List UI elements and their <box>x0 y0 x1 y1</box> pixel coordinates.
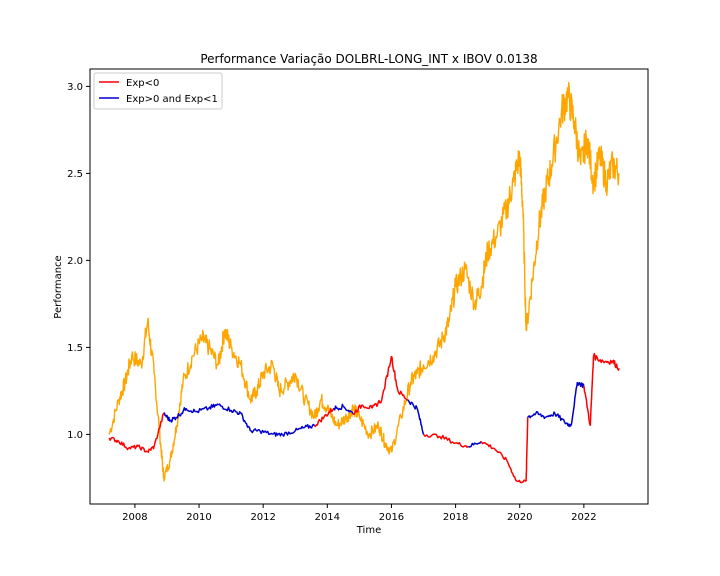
strategy-segment-neg <box>371 399 383 409</box>
strategy-segment-neg <box>612 359 620 371</box>
y-tick-label: 2.5 <box>67 169 83 180</box>
plot-frame <box>89 68 649 505</box>
strategy-segment-pos <box>576 381 585 389</box>
strategy-segment-neg <box>314 416 325 428</box>
strategy-segment-neg <box>153 413 165 447</box>
strategy-segment-neg <box>592 352 604 364</box>
strategy-segment-pos <box>240 412 252 432</box>
x-tick-label: 2010 <box>186 512 211 523</box>
x-axis-label: Time <box>356 525 381 536</box>
strategy-segment-pos <box>259 429 274 436</box>
strategy-segment-pos <box>169 416 178 423</box>
strategy-segment-neg <box>589 356 595 426</box>
strategy-segment-pos <box>195 406 210 414</box>
strategy-segment-neg <box>352 404 363 416</box>
strategy-segment-pos <box>250 428 261 434</box>
ibov-series-line <box>108 81 620 482</box>
strategy-segment-pos <box>545 411 556 418</box>
y-axis-label: Performance <box>53 255 64 318</box>
x-tick-label: 2020 <box>507 512 532 523</box>
y-tick-label: 1.5 <box>67 343 83 354</box>
strategy-segment-pos <box>185 407 197 414</box>
chart-title: Performance Variação DOLBRL-LONG_INT x I… <box>200 52 537 66</box>
strategy-segment-neg <box>108 436 120 443</box>
strategy-segment-pos <box>416 408 425 435</box>
strategy-segment-pos <box>333 403 344 411</box>
strategy-segment-neg <box>323 407 335 418</box>
strategy-segment-pos <box>272 431 283 437</box>
x-tick-label: 2016 <box>379 512 404 523</box>
strategy-segment-pos <box>208 403 219 410</box>
strategy-segment-neg <box>438 434 456 444</box>
strategy-segment-neg <box>147 445 155 453</box>
strategy-segment-neg <box>525 416 529 482</box>
strategy-segment-pos <box>217 403 232 413</box>
legend-label-exp-neg: Exp<0 <box>126 78 159 89</box>
x-tick-label: 2014 <box>315 512 340 523</box>
strategy-segment-pos <box>294 425 306 432</box>
strategy-segment-pos <box>230 409 242 416</box>
y-axis: 1.0 1.5 2.0 2.5 3.0 <box>67 82 90 441</box>
strategy-segment-neg <box>480 441 495 450</box>
strategy-segment-pos <box>554 413 566 423</box>
x-tick-label: 2018 <box>443 512 468 523</box>
strategy-segment-neg <box>118 441 130 451</box>
strategy-segment-pos <box>527 413 537 419</box>
strategy-segment-pos <box>281 430 296 437</box>
legend: Exp<0 Exp>0 and Exp<1 <box>93 72 223 110</box>
strategy-segment-pos <box>176 407 187 419</box>
strategy-segment-pos <box>570 382 579 426</box>
strategy-segment-neg <box>390 355 399 392</box>
strategy-segment-neg <box>361 404 373 410</box>
x-tick-label: 2022 <box>571 512 596 523</box>
y-tick-label: 1.0 <box>67 430 83 441</box>
y-tick-label: 3.0 <box>67 82 83 93</box>
strategy-segment-neg <box>137 444 149 453</box>
strategy-segment-neg <box>422 433 441 439</box>
x-tick-label: 2008 <box>122 512 147 523</box>
strategy-segment-pos <box>304 423 316 429</box>
strategy-segment-pos <box>535 410 547 420</box>
strategy-segment-pos <box>342 405 354 414</box>
strategy-segment-pos <box>468 440 482 448</box>
strategy-segment-pos <box>406 399 418 410</box>
strategy-segment-neg <box>516 479 527 484</box>
x-axis: 2008 2010 2012 2014 2016 2018 2020 2022 <box>122 504 597 523</box>
strategy-segment-neg <box>583 385 592 426</box>
series-layer <box>108 81 620 484</box>
y-tick-label: 2.0 <box>67 256 83 267</box>
strategy-segment-pos <box>163 412 171 422</box>
strategy-segment-neg <box>602 359 614 365</box>
strategy-segment-pos <box>563 421 572 428</box>
strategy-segment-neg <box>381 355 393 400</box>
strategy-segment-neg <box>455 441 469 448</box>
strategy-segment-neg <box>128 444 139 450</box>
strategy-segment-neg <box>493 447 508 461</box>
strategy-segment-neg <box>397 390 408 401</box>
x-tick-label: 2012 <box>250 512 275 523</box>
legend-box <box>93 72 223 110</box>
legend-label-exp-pos: Exp>0 and Exp<1 <box>126 94 218 105</box>
strategy-segment-neg <box>506 460 518 482</box>
